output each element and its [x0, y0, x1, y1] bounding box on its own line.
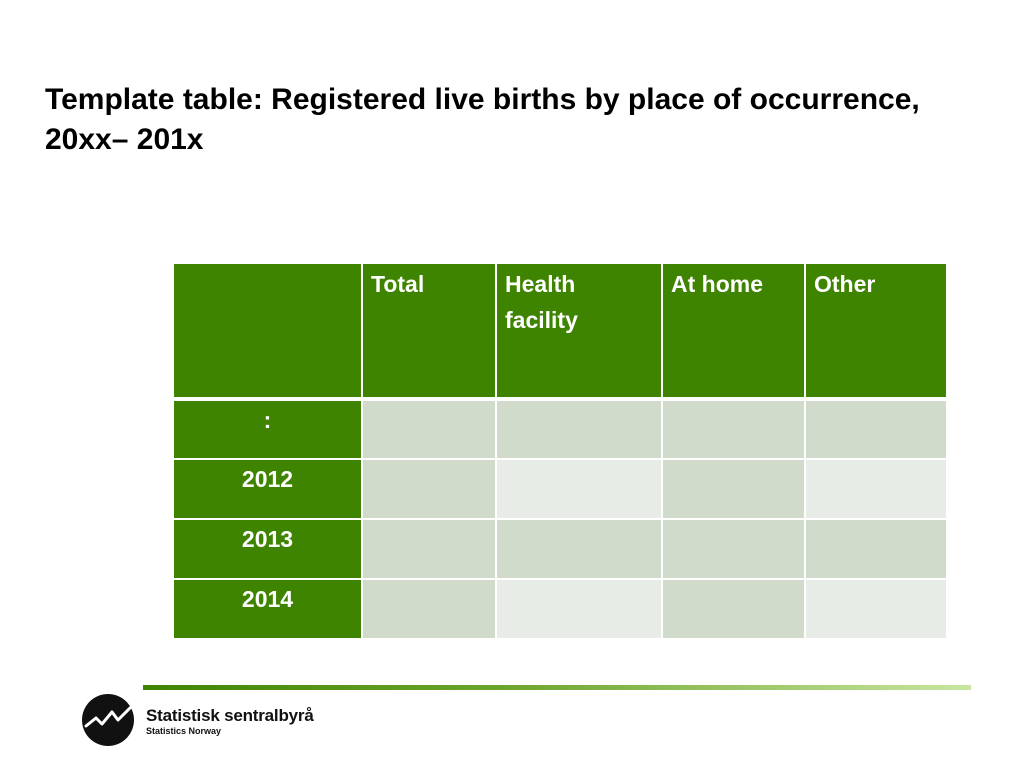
table-cell — [495, 398, 663, 460]
table-cell — [661, 518, 806, 580]
row-label: 2013 — [172, 518, 363, 580]
row-label: 2014 — [172, 578, 363, 640]
table-cell — [495, 578, 663, 640]
brand-subtitle: Statistics Norway — [146, 726, 222, 736]
table-cell — [661, 578, 806, 640]
births-table: Total Health facility At home Other : 20… — [172, 262, 948, 640]
brand: Statistisk sentralbyrå Statistics Norway — [146, 706, 314, 737]
brand-name: Statistisk sentralbyrå — [146, 706, 314, 725]
table-cell — [361, 518, 497, 580]
column-header-other: Other — [804, 262, 948, 401]
table-cell — [804, 518, 948, 580]
row-label: : — [172, 398, 363, 460]
column-header-at-home: At home — [661, 262, 806, 401]
footer-divider — [143, 685, 971, 690]
column-header-health-facility: Health facility — [495, 262, 663, 401]
table-row: 2012 — [172, 458, 948, 520]
column-header-total: Total — [361, 262, 497, 401]
table-cell — [804, 578, 948, 640]
table-cell — [661, 458, 806, 520]
table-row: : — [172, 398, 948, 460]
ssb-logo-icon — [82, 694, 134, 746]
table-cell — [495, 518, 663, 580]
table-cell — [361, 398, 497, 460]
table-header-corner — [172, 262, 363, 401]
table-row: 2014 — [172, 578, 948, 640]
table-cell — [495, 458, 663, 520]
table-cell — [804, 458, 948, 520]
row-label: 2012 — [172, 458, 363, 520]
table-cell — [361, 578, 497, 640]
table-cell — [361, 458, 497, 520]
table-cell — [804, 398, 948, 460]
table-row: 2013 — [172, 518, 948, 580]
table-cell — [661, 398, 806, 460]
page-title: Template table: Registered live births b… — [45, 83, 920, 156]
table-header-row: Total Health facility At home Other — [172, 262, 948, 401]
